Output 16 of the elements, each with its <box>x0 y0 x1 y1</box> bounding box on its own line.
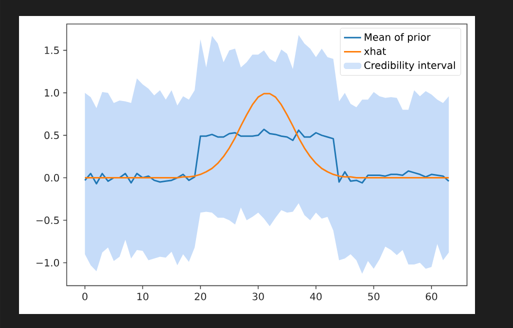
legend-label: xhat <box>364 47 386 55</box>
x-tick-label: 30 <box>252 292 264 300</box>
x-tick-label: 0 <box>82 292 88 300</box>
y-tick-label: −0.5 <box>36 216 59 224</box>
x-tick-label: 50 <box>368 292 380 300</box>
legend-label: Credibility interval <box>364 61 455 71</box>
y-tick-label: 0.5 <box>44 132 59 140</box>
y-tick-label: 0.0 <box>44 174 60 182</box>
legend-label: Mean of prior <box>364 33 431 43</box>
x-tick-label: 60 <box>426 292 438 300</box>
y-tick-label: 1.5 <box>44 46 59 54</box>
y-tick-label: −1.0 <box>36 258 60 267</box>
x-tick-label: 10 <box>137 292 148 300</box>
y-tick-label: 1.0 <box>44 89 60 97</box>
x-tick-label: 20 <box>194 292 206 300</box>
x-tick-label: 40 <box>310 292 322 300</box>
